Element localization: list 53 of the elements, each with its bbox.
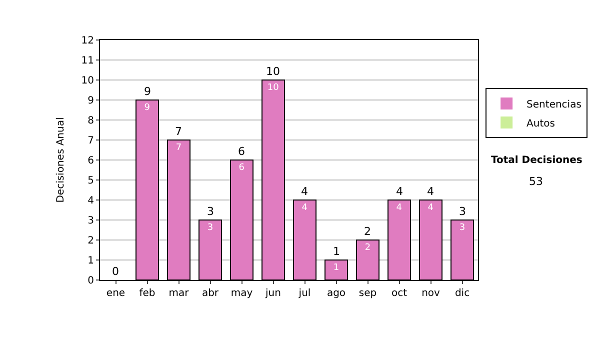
y-tick-label: 5 [88, 176, 94, 186]
x-tick-label: jun [264, 288, 281, 299]
text: 53 [529, 175, 543, 188]
total-label: 0 [112, 265, 119, 278]
x-tick-label: oct [391, 288, 408, 299]
y-tick-label: 4 [88, 196, 94, 206]
total-label: 3 [459, 205, 466, 218]
data-label: 4 [428, 203, 434, 213]
y-tick-label: 1 [88, 256, 94, 266]
x-tick-label: feb [139, 288, 156, 299]
y-tick-label: 3 [88, 216, 94, 226]
data-label: 3 [207, 223, 214, 233]
total-label: 3 [207, 205, 214, 218]
x-tick-label: ago [326, 288, 346, 299]
y-tick-label: 6 [88, 156, 94, 166]
y-tick-label: 7 [88, 136, 94, 146]
data-label: 2 [364, 243, 371, 253]
x-tick-label: nov [422, 288, 440, 299]
y-tick-label: 2 [88, 236, 94, 246]
x-tick-label: abr [202, 288, 220, 299]
y-tick-label: 12 [81, 36, 94, 46]
data-label: 6 [238, 163, 245, 173]
legend-label: Autos [526, 118, 555, 130]
total-label: 9 [144, 85, 151, 98]
y-tick-label: 11 [81, 56, 94, 66]
total-label: 4 [396, 185, 403, 198]
data-label: 4 [396, 203, 402, 213]
data-label: 10 [267, 83, 280, 93]
y-tick-label: 9 [88, 96, 94, 106]
data-label: 3 [459, 223, 466, 233]
legend-label: Sentencias [526, 99, 582, 110]
data-label: 1 [333, 263, 340, 273]
data-label: 7 [176, 143, 182, 153]
total-label: 10 [266, 65, 280, 78]
y-tick-label: 10 [81, 76, 94, 86]
total-label: 2 [364, 225, 371, 238]
y-tick-label: 0 [88, 276, 94, 286]
x-tick-label: may [230, 288, 253, 299]
total-label: 7 [175, 125, 182, 138]
x-tick-label: jul [298, 288, 311, 299]
data-label: 4 [302, 203, 308, 213]
data-label: 9 [144, 103, 150, 113]
y-tick-label: 8 [88, 116, 94, 126]
total-label: 4 [427, 185, 434, 198]
total-label: 4 [301, 185, 308, 198]
text: Total Decisiones [491, 155, 582, 166]
x-tick-label: mar [168, 288, 190, 299]
total-label: 1 [333, 245, 340, 258]
y-axis-title: Decisiones Anual [55, 117, 66, 203]
total-label: 6 [238, 145, 245, 158]
x-tick-label: dic [454, 288, 470, 299]
x-tick-label: ene [106, 288, 126, 299]
x-tick-label: sep [358, 288, 377, 299]
